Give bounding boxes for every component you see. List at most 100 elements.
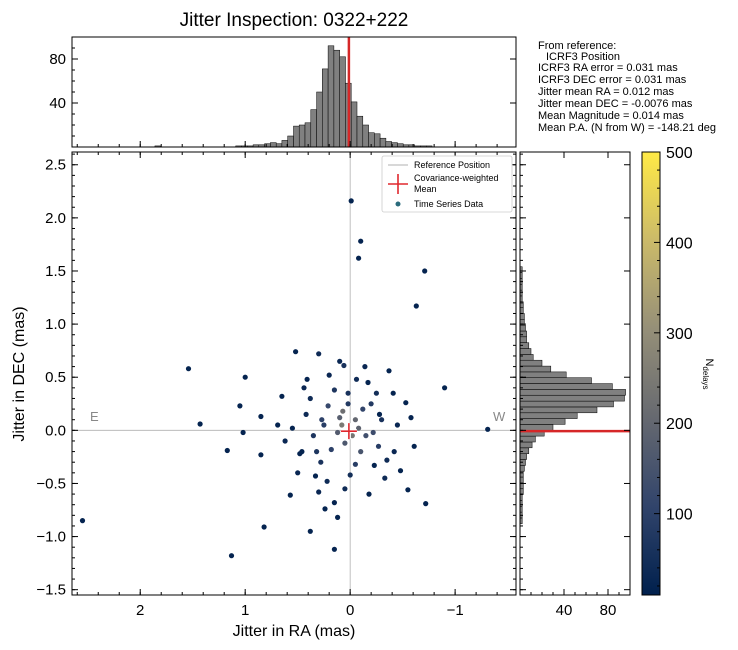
- ra-histogram-axis: 40 80: [49, 47, 516, 147]
- scatter-frame: [71, 151, 517, 596]
- data-point: [339, 422, 345, 428]
- ra-hist-bar: [339, 56, 346, 147]
- data-point: [240, 429, 246, 436]
- legend-reference-label: Reference Position: [414, 160, 490, 170]
- dec-hist-bar: [520, 441, 533, 449]
- data-point: [358, 449, 364, 455]
- data-point: [312, 473, 319, 479]
- dec-hist-bar: [520, 348, 532, 355]
- dec-hist-bar: [520, 418, 566, 425]
- data-point: [356, 255, 362, 261]
- data-point: [337, 358, 343, 364]
- ra-hist-bar: [310, 109, 317, 147]
- data-point: [366, 491, 372, 497]
- data-point: [261, 524, 267, 530]
- ra-hist-bar: [333, 49, 340, 147]
- dec-hist-bar: [520, 266, 523, 273]
- data-point: [197, 421, 203, 427]
- data-point: [326, 372, 332, 378]
- stats-line: ICRF3 RA error = 0.031 mas: [538, 62, 678, 74]
- stats-line: Jitter mean DEC = -0.0076 mas: [538, 98, 693, 110]
- data-point: [318, 459, 324, 465]
- data-point: [258, 413, 264, 420]
- data-point: [287, 492, 293, 498]
- reference-lines: [72, 152, 516, 595]
- y-tick-label: −1.0: [36, 529, 66, 546]
- data-point: [324, 478, 330, 484]
- stats-subheader: ICRF3 Position: [546, 51, 620, 63]
- data-point: [353, 376, 360, 382]
- legend-mean-label-2: Mean: [414, 184, 437, 194]
- colorbar: [641, 151, 661, 596]
- ra-hist-bar: [385, 141, 392, 147]
- data-point: [403, 400, 409, 406]
- ra-hist-bar: [316, 91, 323, 147]
- ra-histogram: [154, 37, 433, 147]
- colorbar-tick-label: 300: [666, 326, 693, 343]
- data-point: [314, 449, 320, 455]
- colorbar-tick-label: 200: [666, 416, 693, 433]
- ra-hist-bar: [298, 124, 306, 147]
- y-tick-label: 0.5: [45, 369, 66, 386]
- data-point: [485, 426, 491, 432]
- data-point: [282, 438, 288, 444]
- dec-hist-bar: [520, 377, 592, 384]
- data-point: [394, 422, 400, 428]
- colorbar-tick-label: 100: [666, 507, 693, 524]
- stats-annotation: From reference: ICRF3 Position ICRF3 RA …: [538, 40, 716, 134]
- ra-hist-bar: [379, 137, 387, 147]
- west-label: W: [493, 409, 506, 424]
- x-tick-label: −1: [447, 602, 464, 619]
- stats-header: From reference:: [538, 40, 616, 52]
- dec-hist-bar: [520, 395, 625, 402]
- ra-hist-bar: [362, 124, 369, 147]
- y-axis-label: Jitter in DEC (mas): [11, 306, 28, 441]
- data-point: [391, 449, 397, 455]
- data-point: [345, 401, 351, 407]
- data-point: [316, 351, 322, 357]
- data-point: [352, 461, 358, 467]
- data-point: [242, 374, 248, 380]
- data-point: [376, 411, 383, 417]
- data-point: [279, 393, 285, 399]
- data-point: [362, 364, 368, 370]
- ra-hist-y-tick-label: 40: [49, 95, 66, 112]
- dec-hist-x-tick-label: 80: [600, 602, 617, 619]
- weighted-mean-marker: [340, 423, 357, 440]
- data-point: [342, 486, 348, 492]
- stats-line: Mean Magnitude = 0.014 mas: [538, 110, 684, 122]
- y-tick-label: 1.5: [45, 263, 66, 280]
- y-tick-label: −0.5: [36, 475, 66, 492]
- dec-hist-bar: [520, 406, 598, 414]
- data-point: [79, 518, 86, 524]
- dec-hist-bar: [520, 354, 534, 361]
- x-tick-label: 2: [136, 602, 144, 619]
- data-point: [368, 401, 374, 407]
- data-point: [319, 417, 325, 423]
- ra-hist-bar: [356, 115, 364, 147]
- x-tick-label: 1: [241, 602, 249, 619]
- data-point: [185, 366, 192, 372]
- data-point: [328, 446, 334, 453]
- data-point: [289, 425, 295, 431]
- dec-histogram: [520, 266, 630, 525]
- data-point: [224, 447, 230, 454]
- data-point: [325, 403, 331, 409]
- chart-title: Jitter Inspection: 0322+222: [180, 10, 409, 31]
- data-point: [423, 501, 429, 507]
- dec-hist-bar: [520, 371, 567, 378]
- y-tick-label: 1.0: [45, 316, 66, 333]
- legend: Reference Position Covariance-weighted M…: [381, 155, 513, 213]
- data-point: [304, 376, 310, 382]
- data-point: [335, 429, 341, 436]
- data-point: [382, 475, 388, 481]
- data-point: [390, 390, 396, 396]
- east-label: E: [90, 409, 99, 424]
- data-point: [335, 514, 341, 521]
- data-point: [405, 487, 411, 493]
- legend-data-label: Time Series Data: [414, 199, 483, 209]
- data-point: [342, 440, 348, 446]
- ra-hist-bar: [287, 135, 294, 147]
- y-tick-label: −1.5: [36, 582, 66, 599]
